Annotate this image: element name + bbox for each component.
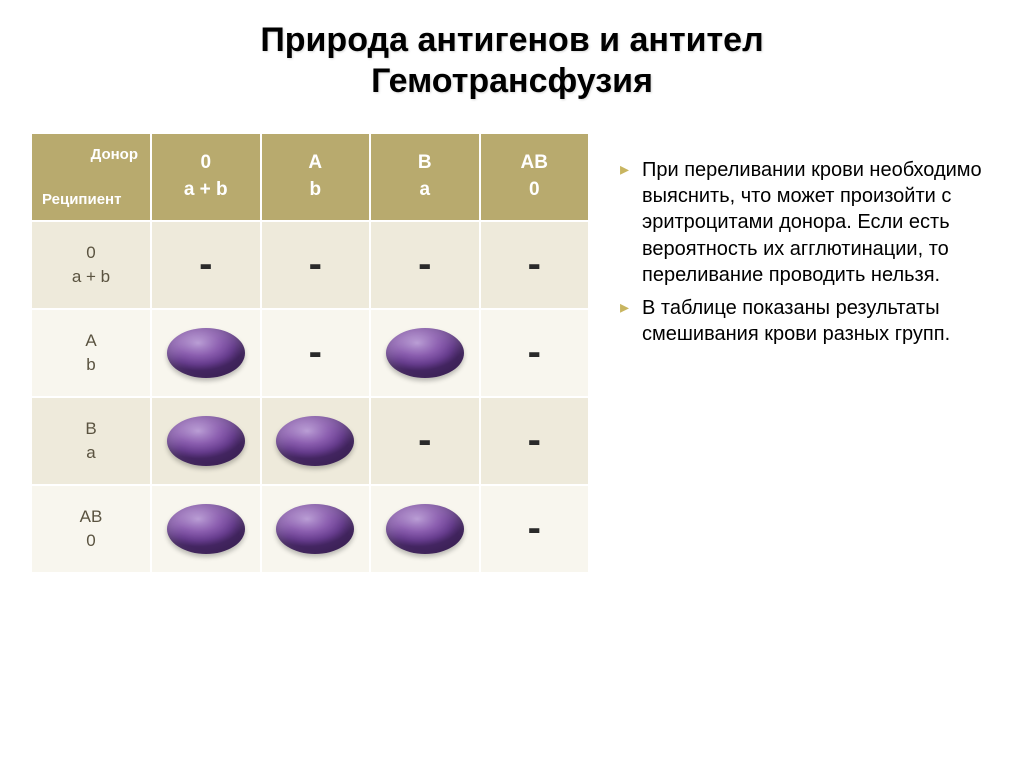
cell: - [480,397,590,485]
corner-recipient-label: Реципиент [42,191,121,208]
table-body: 0a + b----Ab--Ba--AB0- [31,221,589,573]
table-row: Ab - - [31,309,589,397]
agglutination-icon [276,504,354,554]
slide-title: Природа антигенов и антител Гемотрансфуз… [30,20,994,102]
title-line-2: Гемотрансфузия [371,62,653,100]
corner-donor-label: Донор [91,146,138,163]
content-area: Донор Реципиент 0 a + b A b B a [30,132,994,574]
cell [151,397,261,485]
agglutination-icon [386,504,464,554]
col-header-0: 0 a + b [151,133,261,221]
table-row: 0a + b---- [31,221,589,309]
cell: - [261,309,371,397]
col-header-3: AB 0 [480,133,590,221]
bullet-item: В таблице показаны результаты смешивания… [620,295,994,348]
cell [151,485,261,573]
bullet-list: При переливании крови необходимо выяснит… [620,132,994,354]
title-line-1: Природа антигенов и антител [260,21,763,59]
corner-header: Донор Реципиент [31,133,151,221]
cell: - [151,221,261,309]
cell: - [480,221,590,309]
cell [261,397,371,485]
row-header: Ba [31,397,151,485]
agglutination-icon [167,504,245,554]
cell: - [370,397,480,485]
row-header: 0a + b [31,221,151,309]
compatibility-table: Донор Реципиент 0 a + b A b B a [30,132,590,574]
table-row: AB0 - [31,485,589,573]
agglutination-icon [167,416,245,466]
agglutination-icon [276,416,354,466]
row-header: Ab [31,309,151,397]
cell [370,485,480,573]
agglutination-icon [167,328,245,378]
cell: - [261,221,371,309]
cell [261,485,371,573]
bullet-item: При переливании крови необходимо выяснит… [620,157,994,289]
agglutination-icon [386,328,464,378]
cell [151,309,261,397]
cell: - [370,221,480,309]
col-header-1: A b [261,133,371,221]
cell [370,309,480,397]
table-row: Ba -- [31,397,589,485]
cell: - [480,309,590,397]
col-header-2: B a [370,133,480,221]
row-header: AB0 [31,485,151,573]
compatibility-table-wrap: Донор Реципиент 0 a + b A b B a [30,132,590,574]
cell: - [480,485,590,573]
